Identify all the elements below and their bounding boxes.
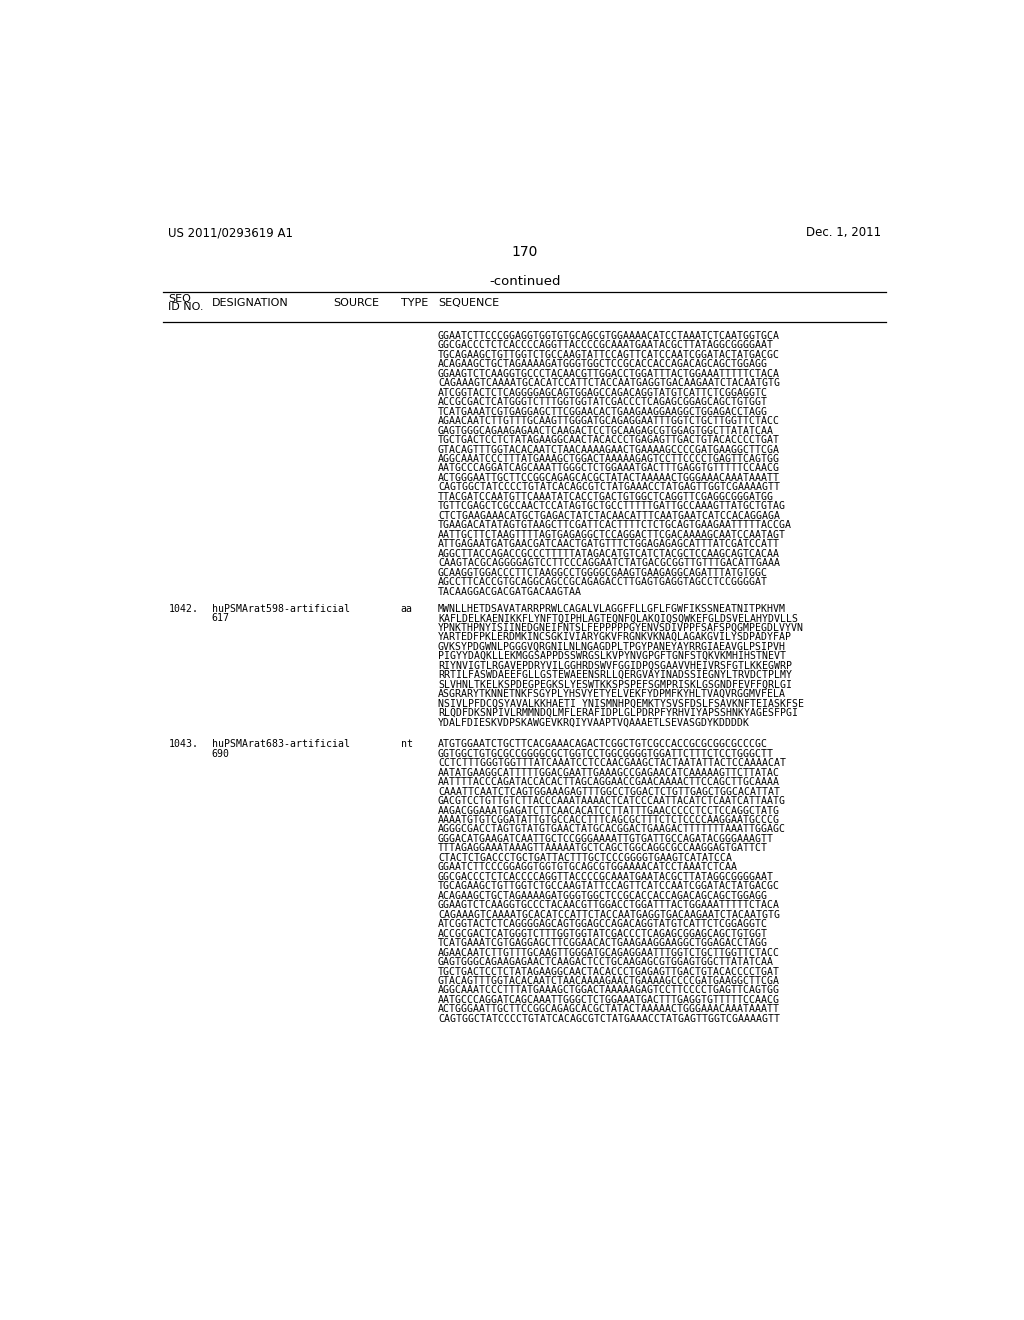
Text: GGTGGCTGTGCGCCGGGGCGCTGGTCCTGGCGGGGTGGATTCTTTCTCCTGGGCTT: GGTGGCTGTGCGCCGGGGCGCTGGTCCTGGCGGGGTGGAT…	[438, 748, 774, 759]
Text: KAFLDELKAENIKKFLYNFTQIPHLAGTEQNFQLAKQIQSQWKEFGLDSVELAHYDVLLS: KAFLDELKAENIKKFLYNFTQIPHLAGTEQNFQLAKQIQS…	[438, 614, 798, 623]
Text: GGAAGTCTCAAGGTGCCCTACAACGTTGGACCTGGATTTACTGGAAATTTTTCTACA: GGAAGTCTCAAGGTGCCCTACAACGTTGGACCTGGATTTA…	[438, 368, 780, 379]
Text: huPSMArat683-artificial: huPSMArat683-artificial	[212, 739, 350, 750]
Text: AATTTTACCCAGATACCACACTTAGCAGGAACCGAACAAAACTTCCAGCTTGCAAAA: AATTTTACCCAGATACCACACTTAGCAGGAACCGAACAAA…	[438, 777, 780, 787]
Text: GAGTGGGCAGAAGAGAACTCAAGACTCCTGCAAGAGCGTGGAGTGGCTTATATCAA: GAGTGGGCAGAAGAGAACTCAAGACTCCTGCAAGAGCGTG…	[438, 425, 774, 436]
Text: TGCTGACTCCTCTATAGAAGGCAACTACACCCTGAGAGTTGACTGTACACCCCTGAT: TGCTGACTCCTCTATAGAAGGCAACTACACCCTGAGAGTT…	[438, 966, 780, 977]
Text: ASGRARYTKNNETNKFSGYPLYHSVYETYELVEKFYDPMFKYHLTVAQVRGGMVFELA: ASGRARYTKNNETNKFSGYPLYHSVYETYELVEKFYDPMF…	[438, 689, 786, 700]
Text: CAAATTCAATCTCAGTGGAAAGAGTTTGGCCTGGACTCTGTTGAGCTGGCACATTAT: CAAATTCAATCTCAGTGGAAAGAGTTTGGCCTGGACTCTG…	[438, 787, 780, 796]
Text: TCATGAAATCGTGAGGAGCTTCGGAACACTGAAGAAGGAAGGCTGGAGACCTAGG: TCATGAAATCGTGAGGAGCTTCGGAACACTGAAGAAGGAA…	[438, 407, 768, 417]
Text: TTACGATCCAATGTTCAAATATCACCTGACTGTGGCTCAGGTTCGAGGCGGGATGG: TTACGATCCAATGTTCAAATATCACCTGACTGTGGCTCAG…	[438, 492, 774, 502]
Text: TGCAGAAGCTGTTGGTCTGCCAAGTATTCCAGTTCATCCAATCGGATACTATGACGC: TGCAGAAGCTGTTGGTCTGCCAAGTATTCCAGTTCATCCA…	[438, 882, 780, 891]
Text: GACGTCCTGTTGTCTTACCCAAATAAAACTCATCCCAATTACATCTCAATCATTAATG: GACGTCCTGTTGTCTTACCCAAATAAAACTCATCCCAATT…	[438, 796, 786, 807]
Text: RLQDFDKSNPIVLRMMNDQLMFLERAFIDPLGLPDRPFYRHVIYAPSSHNKYAGESFPGI: RLQDFDKSNPIVLRMMNDQLMFLERAFIDPLGLPDRPFYR…	[438, 708, 798, 718]
Text: AATGCCCAGGATCAGCAAATTGGGCTCTGGAAATGACTTTGAGGTGTTTTTCCAACG: AATGCCCAGGATCAGCAAATTGGGCTCTGGAAATGACTTT…	[438, 463, 780, 474]
Text: ACAGAAGCTGCTAGAAAAGATGGGTGGCTCCGCACCACCAGACAGCAGCTGGAGG: ACAGAAGCTGCTAGAAAAGATGGGTGGCTCCGCACCACCA…	[438, 359, 768, 370]
Text: 1042.: 1042.	[168, 603, 199, 614]
Text: 170: 170	[512, 244, 538, 259]
Text: GAGTGGGCAGAAGAGAACTCAAGACTCCTGCAAGAGCGTGGAGTGGCTTATATCAA: GAGTGGGCAGAAGAGAACTCAAGACTCCTGCAAGAGCGTG…	[438, 957, 774, 968]
Text: SEQUENCE: SEQUENCE	[438, 298, 499, 308]
Text: ATCGGTACTCTCAGGGGAGCAGTGGAGCCAGACAGGTATGTCATTCTCGGAGGTC: ATCGGTACTCTCAGGGGAGCAGTGGAGCCAGACAGGTATG…	[438, 919, 768, 929]
Text: Dec. 1, 2011: Dec. 1, 2011	[806, 226, 882, 239]
Text: ACTGGGAATTGCTTCCGGCAGAGCACGCTATACTAAAAACTGGGAAACAAATAAATT: ACTGGGAATTGCTTCCGGCAGAGCACGCTATACTAAAAAC…	[438, 473, 780, 483]
Text: US 2011/0293619 A1: US 2011/0293619 A1	[168, 226, 293, 239]
Text: GCAAGGTGGACCCTTCTAAGGCCTGGGGCGAAGTGAAGAGGCAGATTTATGTGGC: GCAAGGTGGACCCTTCTAAGGCCTGGGGCGAAGTGAAGAG…	[438, 568, 768, 578]
Text: ACCGCGACTCATGGGTCTTTGGTGGTATCGACCCTCAGAGCGGAGCAGCTGTGGT: ACCGCGACTCATGGGTCTTTGGTGGTATCGACCCTCAGAG…	[438, 397, 768, 407]
Text: NSIVLPFDCQSYAVALKKHAETI YNISMNHPQEMKTYSVSFDSLFSAVKNFTEIASKFSE: NSIVLPFDCQSYAVALKKHAETI YNISMNHPQEMKTYSV…	[438, 698, 804, 709]
Text: SLVHNLTKELKSPDEGPEGKSLYESWTKKSPSPEFSGMPRISKLGSGNDFEVFFQRLGI: SLVHNLTKELKSPDEGPEGKSLYESWTKKSPSPEFSGMPR…	[438, 680, 792, 689]
Text: DESIGNATION: DESIGNATION	[212, 298, 289, 308]
Text: ATCGGTACTCTCAGGGGAGCAGTGGAGCCAGACAGGTATGTCATTCTCGGAGGTC: ATCGGTACTCTCAGGGGAGCAGTGGAGCCAGACAGGTATG…	[438, 388, 768, 397]
Text: nt: nt	[400, 739, 413, 750]
Text: CAGAAAGTCAAAATGCACATCCATTCTACCAATGAGGTGACAAGAATCTACAATGTG: CAGAAAGTCAAAATGCACATCCATTCTACCAATGAGGTGA…	[438, 379, 780, 388]
Text: SEQ: SEQ	[168, 294, 191, 304]
Text: GTACAGTTTGGTACACAATCTAACAAAAGAACTGAAAAGCCCCGATGAAGGCTTCGA: GTACAGTTTGGTACACAATCTAACAAAAGAACTGAAAAGC…	[438, 445, 780, 454]
Text: GGAAGTCTCAAGGTGCCCTACAACGTTGGACCTGGATTTACTGGAAATTTTTCTACA: GGAAGTCTCAAGGTGCCCTACAACGTTGGACCTGGATTTA…	[438, 900, 780, 911]
Text: huPSMArat598-artificial: huPSMArat598-artificial	[212, 603, 350, 614]
Text: CCTCTTTGGGTGGTTTATCAAATCCTCCAACGAAGCTACTAATATTACTCCAAAACAT: CCTCTTTGGGTGGTTTATCAAATCCTCCAACGAAGCTACT…	[438, 758, 786, 768]
Text: CTCTGAAGAAACATGCTGAGACTATCTACAACATTTCAATGAATCATCCACAGGAGA: CTCTGAAGAAACATGCTGAGACTATCTACAACATTTCAAT…	[438, 511, 780, 521]
Text: GGAATCTTCCCGGAGGTGGTGTGCAGCGTGGAAAACATCCTAAATCTCAATGGTGCA: GGAATCTTCCCGGAGGTGGTGTGCAGCGTGGAAAACATCC…	[438, 331, 780, 341]
Text: RIYNVIGTLRGAVEPDRYVILGGHRDSWVFGGIDPQSGAAVVHEIVRSFGTLKKEGWRP: RIYNVIGTLRGAVEPDRYVILGGHRDSWVFGGIDPQSGAA…	[438, 660, 792, 671]
Text: AGGCTTACCAGACCGCCCTTTTTATAGACATGTCATCTACGCTCCAAGCAGTCACAA: AGGCTTACCAGACCGCCCTTTTTATAGACATGTCATCTAC…	[438, 549, 780, 558]
Text: 617: 617	[212, 614, 229, 623]
Text: AAGACGGAAATGAGATCTTCAACACATCCTTATTTGAACCCCCTCCTCCAGGCTATG: AAGACGGAAATGAGATCTTCAACACATCCTTATTTGAACC…	[438, 805, 780, 816]
Text: AGCCTTCACCGTGCAGGCAGCCGCAGAGACCTTGAGTGAGGTAGCCTCCGGGGAT: AGCCTTCACCGTGCAGGCAGCCGCAGAGACCTTGAGTGAG…	[438, 577, 768, 587]
Text: TTTAGAGGAAATAAAGTTAAAAATGCTCAGCTGGCAGGCGCCAAGGAGTGATTCT: TTTAGAGGAAATAAAGTTAAAAATGCTCAGCTGGCAGGCG…	[438, 843, 768, 854]
Text: GGCGACCCTCTCACCCCAGGTTACCCCGCAAATGAATACGCTTATAGGCGGGGAAT: GGCGACCCTCTCACCCCAGGTTACCCCGCAAATGAATACG…	[438, 871, 774, 882]
Text: PIGYYDAQKLLEKMGGSAPPDSSWRGSLKVPYNVGPGFTGNFSTQKVKMHIHSTNEVT: PIGYYDAQKLLEKMGGSAPPDSSWRGSLKVPYNVGPGFTG…	[438, 651, 786, 661]
Text: YPNKTHPNYISIINEDGNEIFNTSLFEPPPPPGYENVSDIVPPFSAFSPQGMPEGDLVYVN: YPNKTHPNYISIINEDGNEIFNTSLFEPPPPPGYENVSDI…	[438, 623, 804, 632]
Text: GGCGACCCTCTCACCCCAGGTTACCCCGCAAATGAATACGCTTATAGGCGGGGAAT: GGCGACCCTCTCACCCCAGGTTACCCCGCAAATGAATACG…	[438, 341, 774, 350]
Text: ACTGGGAATTGCTTCCGGCAGAGCACGCTATACTAAAAACTGGGAAACAAATAAATT: ACTGGGAATTGCTTCCGGCAGAGCACGCTATACTAAAAAC…	[438, 1005, 780, 1014]
Text: AGGCAAATCCCTTTATGAAAGCTGGACTAAAAAGAGTCCTTCCCCTGAGTTCAGTGG: AGGCAAATCCCTTTATGAAAGCTGGACTAAAAAGAGTCCT…	[438, 454, 780, 465]
Text: CAGAAAGTCAAAATGCACATCCATTCTACCAATGAGGTGACAAGAATCTACAATGTG: CAGAAAGTCAAAATGCACATCCATTCTACCAATGAGGTGA…	[438, 909, 780, 920]
Text: 690: 690	[212, 748, 229, 759]
Text: GVKSYPDGWNLPGGGVQRGNILNLNGAGDPLTPGYPANEYAYRRGIAEAVGLPSIPVH: GVKSYPDGWNLPGGGVQRGNILNLNGAGDPLTPGYPANEY…	[438, 642, 786, 652]
Text: TGCTGACTCCTCTATAGAAGGCAACTACACCCTGAGAGTTGACTGTACACCCCTGAT: TGCTGACTCCTCTATAGAAGGCAACTACACCCTGAGAGTT…	[438, 436, 780, 445]
Text: GGGACATGAAGATCAATTGCTCCGGGAAAATTGTGATTGCCAGATACGGGAAAGTT: GGGACATGAAGATCAATTGCTCCGGGAAAATTGTGATTGC…	[438, 834, 774, 843]
Text: ATGTGGAATCTGCTTCACGAAACAGACTCGGCTGTCGCCACCGCGCGGCGCCCGC: ATGTGGAATCTGCTTCACGAAACAGACTCGGCTGTCGCCA…	[438, 739, 768, 750]
Text: AAAATGTGTCGGATATTGTGCCACCTTTCAGCGCTTTCTCTCCCCAAGGAATGCCCG: AAAATGTGTCGGATATTGTGCCACCTTTCAGCGCTTTCTC…	[438, 814, 780, 825]
Text: TACAAGGACGACGATGACAAGTAA: TACAAGGACGACGATGACAAGTAA	[438, 586, 582, 597]
Text: ACAGAAGCTGCTAGAAAAGATGGGTGGCTCCGCACCACCAGACAGCAGCTGGAGG: ACAGAAGCTGCTAGAAAAGATGGGTGGCTCCGCACCACCA…	[438, 891, 768, 900]
Text: GTACAGTTTGGTACACAATCTAACAAAAGAACTGAAAAGCCCCGATGAAGGCTTCGA: GTACAGTTTGGTACACAATCTAACAAAAGAACTGAAAAGC…	[438, 975, 780, 986]
Text: CTACTCTGACCCTGCTGATTACTTTGCTCCCGGGGTGAAGTCATATCCA: CTACTCTGACCCTGCTGATTACTTTGCTCCCGGGGTGAAG…	[438, 853, 732, 863]
Text: 1043.: 1043.	[168, 739, 199, 750]
Text: TYPE: TYPE	[400, 298, 428, 308]
Text: RRTILFASWDAEEFGLLGSTEWAEENSRLLQERGVAYINADSSIEGNYLTRVDCTPLMY: RRTILFASWDAEEFGLLGSTEWAEENSRLLQERGVAYINA…	[438, 671, 792, 680]
Text: TGAAGACATATAGTGTAAGCTTCGATTCACTTTTCTCTGCAGTGAAGAATTTTTACCGA: TGAAGACATATAGTGTAAGCTTCGATTCACTTTTCTCTGC…	[438, 520, 792, 531]
Text: SOURCE: SOURCE	[334, 298, 379, 308]
Text: TCATGAAATCGTGAGGAGCTTCGGAACACTGAAGAAGGAAGGCTGGAGACCTAGG: TCATGAAATCGTGAGGAGCTTCGGAACACTGAAGAAGGAA…	[438, 939, 768, 948]
Text: AGGGCGACCTAGTGTATGTGAACTATGCACGGACTGAAGACTTTTTTTAAATTGGAGC: AGGGCGACCTAGTGTATGTGAACTATGCACGGACTGAAGA…	[438, 825, 786, 834]
Text: CAAGTACGCAGGGGAGTCCTTCCCAGGAATCTATGACGCGGTTGTTTGACATTGAAA: CAAGTACGCAGGGGAGTCCTTCCCAGGAATCTATGACGCG…	[438, 558, 780, 568]
Text: GGAATCTTCCCGGAGGTGGTGTGCAGCGTGGAAAACATCCTAAATCTCAA: GGAATCTTCCCGGAGGTGGTGTGCAGCGTGGAAAACATCC…	[438, 862, 738, 873]
Text: AGAACAATCTTGTTTGCAAGTTGGGATGCAGAGGAATTTGGTCTGCTTGGTTCTACC: AGAACAATCTTGTTTGCAAGTTGGGATGCAGAGGAATTTG…	[438, 948, 780, 957]
Text: -continued: -continued	[489, 276, 560, 289]
Text: TGCAGAAGCTGTTGGTCTGCCAAGTATTCCAGTTCATCCAATCGGATACTATGACGC: TGCAGAAGCTGTTGGTCTGCCAAGTATTCCAGTTCATCCA…	[438, 350, 780, 360]
Text: ACCGCGACTCATGGGTCTTTGGTGGTATCGACCCTCAGAGCGGAGCAGCTGTGGT: ACCGCGACTCATGGGTCTTTGGTGGTATCGACCCTCAGAG…	[438, 929, 768, 939]
Text: CAGTGGCTATCCCCTGTATCACAGCGTCTATGAAACCTATGAGTTGGTCGAAAAGTT: CAGTGGCTATCCCCTGTATCACAGCGTCTATGAAACCTAT…	[438, 1014, 780, 1024]
Text: aa: aa	[400, 603, 413, 614]
Text: ID NO.: ID NO.	[168, 302, 204, 312]
Text: AATTGCTTCTAAGTTTTAGTGAGAGGCTCCAGGACTTCGACAAAAGCAATCCAATAGT: AATTGCTTCTAAGTTTTAGTGAGAGGCTCCAGGACTTCGA…	[438, 529, 786, 540]
Text: MWNLLHETDSAVATARRPRWLCAGALVLAGGFFLLGFLFGWFIKSSNEATNITPKHVM: MWNLLHETDSAVATARRPRWLCAGALVLAGGFFLLGFLFG…	[438, 603, 786, 614]
Text: YDALFDIESKVDPSKAWGEVKRQIYVAAPTVQAAAETLSEVASGDYKDDDDK: YDALFDIESKVDPSKAWGEVKRQIYVAAPTVQAAAETLSE…	[438, 718, 750, 727]
Text: TGTTCGAGCTCGCCAACTCCATAGTGCTGCCTTTTTGATTGCCAAAGTTATGCTGTAG: TGTTCGAGCTCGCCAACTCCATAGTGCTGCCTTTTTGATT…	[438, 502, 786, 511]
Text: YARTEDFPKLERDMKINCSGKIVIARYGKVFRGNKVKNAQLAGAKGVILYSDPADYFAP: YARTEDFPKLERDMKINCSGKIVIARYGKVFRGNKVKNAQ…	[438, 632, 792, 643]
Text: ATTGAGAATGATGAACGATCAACTGATGTTTCTGGAGAGAGCATTTATCGATCCATT: ATTGAGAATGATGAACGATCAACTGATGTTTCTGGAGAGA…	[438, 540, 780, 549]
Text: CAGTGGCTATCCCCTGTATCACAGCGTCTATGAAACCTATGAGTTGGTCGAAAAGTT: CAGTGGCTATCCCCTGTATCACAGCGTCTATGAAACCTAT…	[438, 482, 780, 492]
Text: AGGCAAATCCCTTTATGAAAGCTGGACTAAAAAGAGTCCTTCCCCTGAGTTCAGTGG: AGGCAAATCCCTTTATGAAAGCTGGACTAAAAAGAGTCCT…	[438, 986, 780, 995]
Text: AATATGAAGGCATTTTTGGACGAATTGAAAGCCGAGAACATCAAAAAGTTCTTATAC: AATATGAAGGCATTTTTGGACGAATTGAAAGCCGAGAACA…	[438, 768, 780, 777]
Text: AGAACAATCTTGTTTGCAAGTTGGGATGCAGAGGAATTTGGTCTGCTTGGTTCTACC: AGAACAATCTTGTTTGCAAGTTGGGATGCAGAGGAATTTG…	[438, 416, 780, 426]
Text: AATGCCCAGGATCAGCAAATTGGGCTCTGGAAATGACTTTGAGGTGTTTTTCCAACG: AATGCCCAGGATCAGCAAATTGGGCTCTGGAAATGACTTT…	[438, 995, 780, 1005]
